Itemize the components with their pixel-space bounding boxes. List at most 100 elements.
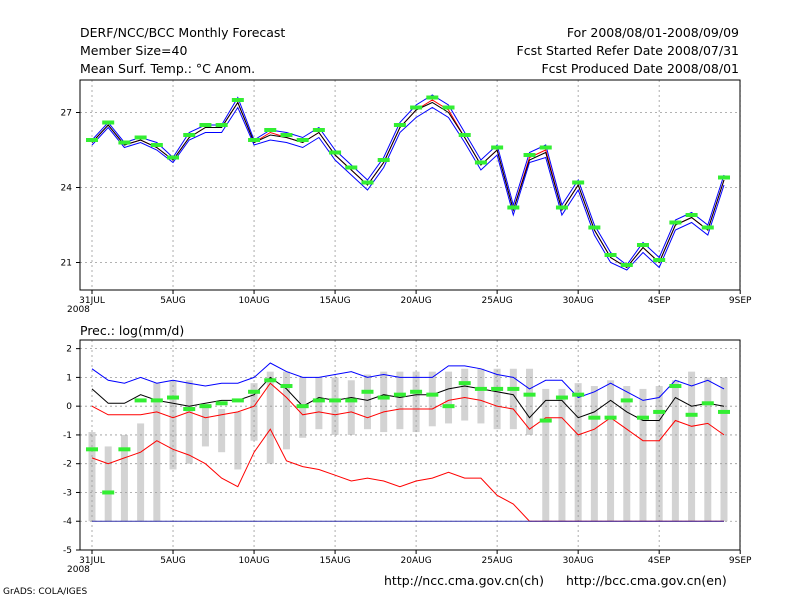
temperature-variable-label: Mean Surf. Temp.: °C Anom.	[80, 61, 256, 76]
y-tick-label: -1	[63, 431, 72, 441]
observed-marker	[377, 158, 390, 162]
observed-marker	[458, 133, 471, 137]
x-tick-label: 10AUG	[238, 296, 269, 306]
produced-date: Fcst Produced Date 2008/08/01	[541, 61, 739, 76]
observed-marker	[653, 409, 666, 414]
spread-bar	[558, 388, 566, 522]
y-tick-label: -3	[63, 488, 72, 498]
bcc-url-link[interactable]: http://bcc.cma.gov.cn(en)	[566, 573, 727, 588]
spread-bar	[234, 411, 242, 470]
series-line-control	[91, 101, 725, 269]
spread-bar	[185, 380, 193, 464]
observed-marker	[118, 447, 131, 452]
observed-marker	[572, 392, 585, 397]
series-line-lower	[91, 106, 725, 271]
spread-bar	[655, 386, 663, 522]
ncc-url-link[interactable]: http://ncc.cma.gov.cn(ch)	[384, 573, 544, 588]
spread-bar	[396, 371, 404, 430]
x-tick-label: 30AUG	[563, 556, 594, 566]
observed-marker	[491, 145, 504, 150]
y-tick-label: -5	[63, 546, 72, 556]
observed-marker	[167, 155, 180, 160]
observed-marker	[183, 133, 196, 137]
spread-bar	[428, 371, 436, 427]
spread-bar	[380, 371, 388, 433]
forecast-title: DERF/NCC/BCC Monthly Forecast	[80, 25, 286, 40]
spread-bar	[347, 380, 355, 435]
refer-date: Fcst Started Refer Date 2008/07/31	[516, 43, 740, 58]
observed-marker	[345, 398, 358, 403]
spread-bar	[477, 368, 485, 424]
spread-bar	[445, 371, 453, 424]
observed-marker	[264, 128, 277, 132]
series-line-mean	[91, 382, 725, 442]
observed-marker	[539, 145, 552, 150]
observed-marker	[231, 98, 244, 102]
series-line-control	[91, 376, 725, 421]
observed-marker	[296, 404, 309, 409]
x-tick-label: 10AUG	[238, 556, 269, 566]
spread-bar	[104, 446, 112, 522]
observed-marker	[183, 407, 196, 412]
y-tick-label: 24	[61, 184, 73, 194]
spread-bar	[461, 368, 469, 421]
grads-credit: GrADS: COLA/IGES	[3, 587, 88, 597]
observed-marker	[620, 398, 633, 403]
y-tick-label: -4	[63, 517, 72, 527]
observed-marker	[442, 404, 455, 409]
observed-marker	[150, 398, 163, 403]
x-tick-label: 30AUG	[563, 296, 594, 306]
year-label: 2008	[67, 305, 90, 315]
x-tick-label: 5AUG	[160, 556, 185, 566]
observed-marker	[491, 386, 504, 391]
x-tick-label: 20AUG	[401, 296, 432, 306]
spread-bar	[639, 388, 647, 522]
observed-marker	[329, 398, 342, 403]
observed-marker	[555, 395, 568, 400]
observed-marker	[393, 123, 406, 127]
series-line-upper	[91, 94, 725, 266]
observed-marker	[458, 381, 471, 386]
observed-marker	[555, 205, 568, 210]
observed-marker	[329, 150, 342, 155]
observed-marker	[167, 395, 180, 400]
observed-marker	[426, 95, 439, 100]
x-tick-label: 25AUG	[482, 556, 513, 566]
observed-marker	[685, 213, 698, 217]
observed-marker	[685, 412, 698, 417]
observed-marker	[604, 253, 617, 257]
observed-marker	[86, 138, 98, 142]
observed-marker	[215, 123, 228, 127]
spread-bar	[704, 377, 712, 522]
x-tick-label: 15AUG	[319, 296, 350, 306]
observed-marker	[669, 384, 682, 389]
observed-marker	[248, 138, 261, 142]
y-tick-label: -2	[63, 460, 72, 470]
observed-marker	[474, 160, 487, 165]
observed-marker	[604, 415, 617, 420]
spread-bar	[201, 406, 209, 447]
observed-marker	[636, 415, 649, 420]
spread-bar	[282, 371, 290, 450]
y-tick-label: 0	[66, 402, 72, 412]
observed-marker	[377, 395, 390, 400]
observed-marker	[572, 180, 585, 185]
spread-bar	[574, 383, 582, 522]
observed-marker	[620, 263, 633, 267]
spread-bar	[169, 380, 177, 470]
spread-bar	[720, 377, 728, 522]
y-tick-label: 27	[61, 109, 72, 119]
observed-marker	[280, 384, 293, 389]
spread-bar	[590, 386, 598, 522]
observed-marker	[523, 392, 536, 397]
observed-marker	[312, 128, 325, 132]
temperature-chart: 31JUL 5AUG 10AUG 15AUG 20AUG 25AUG 30AUG 4SEP 9S…	[61, 79, 752, 315]
observed-marker	[539, 418, 552, 423]
spread-bar	[218, 409, 226, 453]
spread-bar	[542, 388, 550, 522]
x-tick-label: 15AUG	[319, 556, 350, 566]
observed-marker	[231, 398, 244, 403]
observed-marker	[588, 225, 601, 230]
spread-bar	[137, 423, 145, 522]
observed-marker	[393, 392, 406, 397]
